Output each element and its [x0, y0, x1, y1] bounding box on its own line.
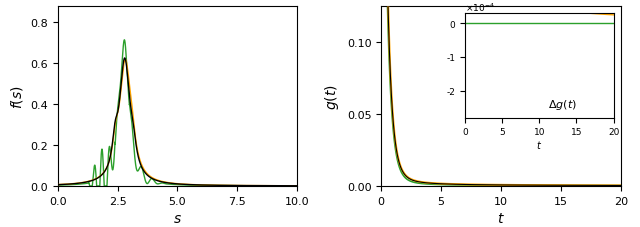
- X-axis label: $t$: $t$: [497, 211, 505, 225]
- Y-axis label: $g(t)$: $g(t)$: [323, 84, 341, 109]
- X-axis label: $s$: $s$: [173, 211, 182, 225]
- Y-axis label: $f(s)$: $f(s)$: [8, 85, 24, 108]
